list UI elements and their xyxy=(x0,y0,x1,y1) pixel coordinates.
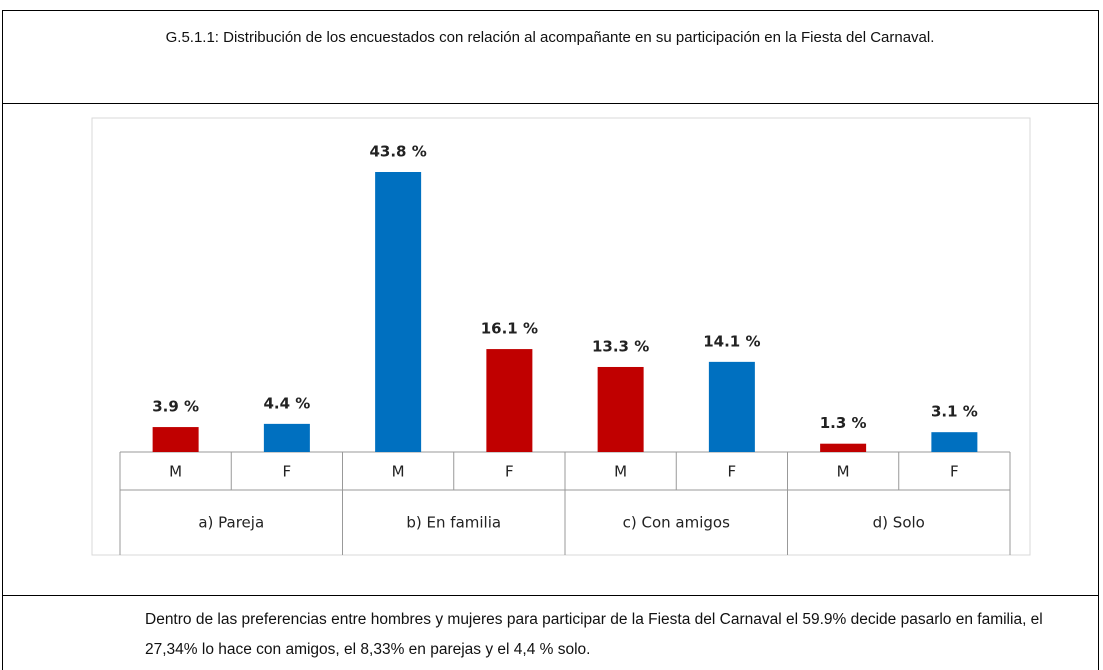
value-label: 14.1 % xyxy=(703,332,760,350)
separator xyxy=(2,595,1099,596)
value-label: 13.3 % xyxy=(592,337,649,355)
caption: G.5.1.1: Distribución de los encuestados… xyxy=(165,29,935,46)
description: Dentro de las preferencias entre hombres… xyxy=(145,611,1043,658)
bar xyxy=(152,427,199,452)
chart-frame xyxy=(91,117,1031,556)
group-label: d) Solo xyxy=(873,514,925,532)
separator xyxy=(2,103,1099,104)
bar xyxy=(820,443,867,452)
value-label: 3.9 % xyxy=(152,398,199,416)
category-label: F xyxy=(283,463,292,481)
category-label: M xyxy=(614,463,627,481)
value-label: 43.8 % xyxy=(369,143,426,161)
category-label: F xyxy=(950,463,959,481)
value-label: 4.4 % xyxy=(263,394,310,412)
category-label: F xyxy=(728,463,737,481)
category-label: M xyxy=(169,463,182,481)
group-label: a) Pareja xyxy=(198,514,264,532)
value-label: 1.3 % xyxy=(820,414,867,432)
bar xyxy=(486,349,533,452)
chart: 3.9 % M 4.4 % F 43.8 % M 16.1 % F 13.3 % M 14.1 % F… xyxy=(91,117,1031,556)
group-label: b) En familia xyxy=(406,514,501,532)
frame xyxy=(2,10,1099,670)
bar xyxy=(708,361,755,452)
category-label: M xyxy=(392,463,405,481)
group-label: c) Con amigos xyxy=(623,514,730,532)
value-label: 3.1 % xyxy=(931,403,978,421)
bar xyxy=(597,366,644,452)
category-label: M xyxy=(837,463,850,481)
bar xyxy=(931,432,978,452)
category-label: F xyxy=(505,463,514,481)
value-label: 16.1 % xyxy=(481,320,538,338)
bar xyxy=(375,172,422,452)
bar xyxy=(263,423,310,452)
